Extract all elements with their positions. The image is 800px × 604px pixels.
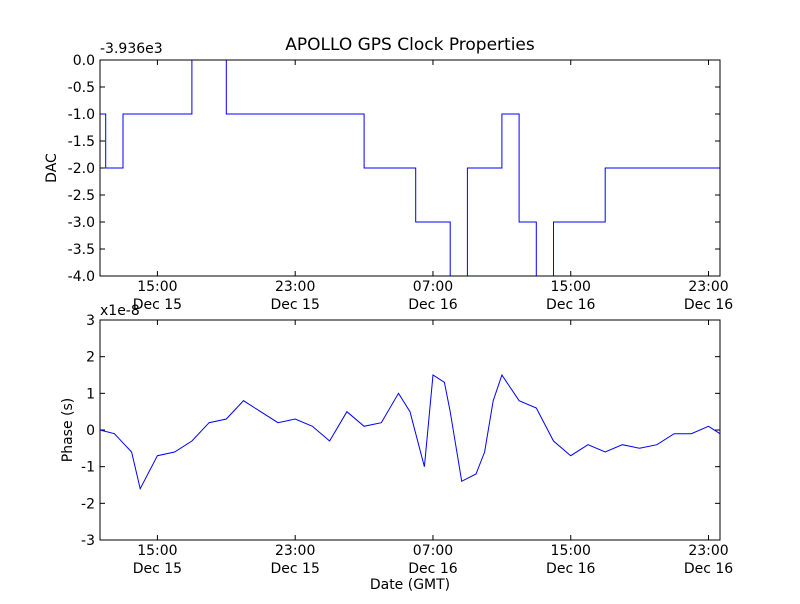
x-tick-date: Dec 15: [271, 561, 320, 577]
figure-title: APOLLO GPS Clock Properties: [285, 35, 535, 55]
y-tick-label: 2: [86, 350, 95, 366]
y-tick-label: -3: [81, 533, 95, 549]
x-tick-date: Dec 16: [546, 297, 595, 313]
dac-panel: -3.936e3 0.0 -0.5 -1.0 -1.5 -2.0 -2.5 -3.0 -3.5…: [44, 41, 733, 313]
x-tick-time: 23:00: [275, 279, 315, 295]
x-tick-date: Dec 16: [408, 561, 457, 577]
x-tick-time: 23:00: [688, 543, 728, 559]
phase-line: [99, 373, 721, 491]
x-tick-date: Dec 15: [133, 297, 182, 313]
y-tick-label: -3.5: [68, 242, 95, 258]
x-tick-date: Dec 16: [408, 297, 457, 313]
y-tick-label: 1: [86, 386, 95, 402]
x-tick-date: Dec 16: [684, 297, 733, 313]
x-tick-date: Dec 15: [271, 297, 320, 313]
x-tick-date: Dec 16: [546, 561, 595, 577]
y-tick-label: 3: [86, 313, 95, 329]
y-tick-label: -0.5: [68, 80, 95, 96]
y-tick-label: -1.0: [68, 107, 95, 123]
x-tick-time: 15:00: [137, 543, 177, 559]
phase-ylabel: Phase (s): [60, 398, 76, 462]
dac-plot-frame: [99, 59, 721, 277]
dac-offset-text: -3.936e3: [100, 41, 163, 57]
phase-xlabel: Date (GMT): [370, 577, 450, 593]
x-tick-time: 07:00: [413, 279, 453, 295]
x-tick-time: 23:00: [275, 543, 315, 559]
dac-line: [100, 59, 721, 277]
dac-x-ticks: 15:00 Dec 15 23:00 Dec 15 07:00 Dec 16 15:00 De…: [133, 60, 733, 313]
x-tick-time: 15:00: [551, 279, 591, 295]
y-tick-label: -3.0: [68, 215, 95, 231]
phase-offset-text: x1e-8: [100, 303, 140, 319]
y-tick-label: -2.0: [68, 161, 95, 177]
phase-plot-frame: [99, 319, 721, 541]
x-tick-time: 15:00: [137, 279, 177, 295]
x-tick-time: 15:00: [551, 543, 591, 559]
y-tick-label: -1: [81, 460, 95, 476]
dac-y-ticks: 0.0 -0.5 -1.0 -1.5 -2.0 -2.5 -3.0 -3.5 -4.0: [68, 53, 720, 285]
y-tick-label: -1.5: [68, 134, 95, 150]
x-tick-date: Dec 16: [684, 561, 733, 577]
dac-ylabel: DAC: [44, 153, 60, 183]
x-tick-date: Dec 15: [133, 561, 182, 577]
y-tick-label: 0: [86, 423, 95, 439]
phase-panel: 3 2 1 0 -1 -2 -3 15:00 Dec 15 23:00 Dec 15 07:00 De…: [60, 303, 733, 593]
y-tick-label: -2: [81, 496, 95, 512]
y-tick-label: 0.0: [73, 53, 95, 69]
x-tick-time: 07:00: [413, 543, 453, 559]
x-tick-time: 23:00: [688, 279, 728, 295]
y-tick-label: -2.5: [68, 188, 95, 204]
phase-x-ticks: 15:00 Dec 15 23:00 Dec 15 07:00 Dec 16 15:00 De…: [133, 320, 733, 577]
y-tick-label: -4.0: [68, 269, 95, 285]
